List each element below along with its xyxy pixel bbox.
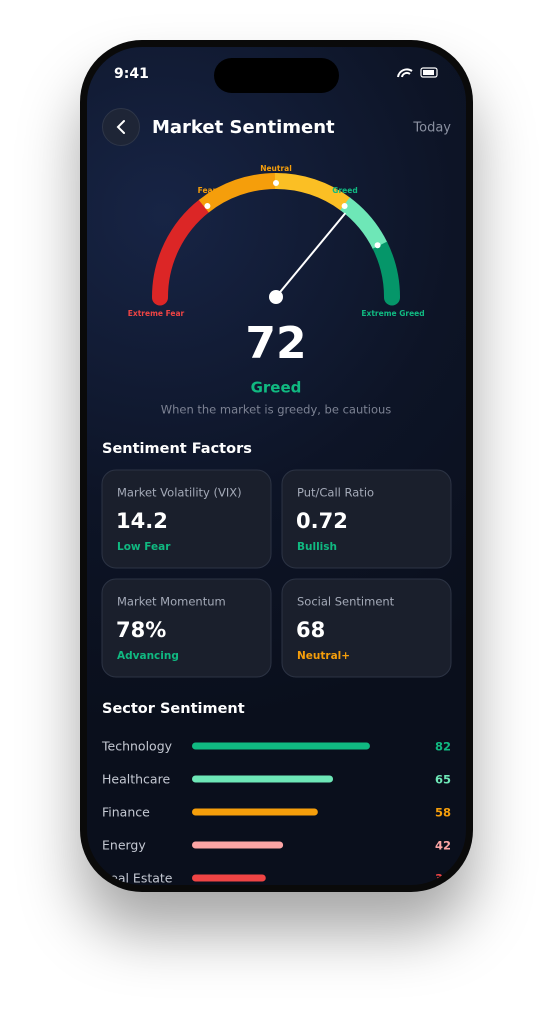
gauge-value: 72 [245,318,306,369]
sector-value: 58 [435,806,451,820]
sector-bar [192,742,370,750]
gauge-zone [372,241,400,298]
sector-value: 34 [435,872,451,886]
gauge-dot [204,202,211,209]
status-icons [397,67,438,78]
sector-value: 42 [435,839,451,853]
factor-label: Social Sentiment [297,595,395,609]
gauge-needle [275,212,346,298]
sector-value: 82 [435,740,451,754]
zone-label: Greed [332,186,357,195]
factor-label: Market Volatility (VIX) [117,486,242,500]
sector-bar [192,874,266,882]
gauge-caption: When the market is greedy, be cautious [161,403,392,417]
sector-value: 65 [435,773,451,787]
screen-title: Market Sentiment [152,117,335,138]
factor-status: Bullish [297,541,337,553]
section-title: Sentiment Factors [102,441,252,457]
factor-card [281,469,452,569]
factor-status: Neutral+ [297,650,350,662]
app: 9:41 Market Sentiment Today Extreme Fear… [101,58,452,886]
gauge-zone [198,173,277,213]
date-filter[interactable]: Today [412,121,451,136]
gauge-zone [274,173,351,211]
sector-name: Technology [101,739,173,754]
gauge-dot [273,180,279,186]
back-icon [116,120,125,134]
gauge-cap [384,289,400,306]
zone-label: Extreme Greed [361,309,424,318]
factor-label: Put/Call Ratio [297,486,374,500]
sector-name: Finance [102,805,150,820]
status-time: 9:41 [114,66,149,82]
needle-hub [269,290,283,304]
factor-value: 78% [116,618,166,642]
gauge-zone [152,199,210,298]
factor-cards: Market Volatility (VIX) 14.2 Low Fear Put/C… [101,469,452,678]
sector-name: Energy [102,838,146,853]
gauge-dot [341,202,348,209]
factor-value: 68 [296,618,325,642]
zone-label: Neutral [260,164,292,173]
gauge-zone [340,197,388,250]
factor-card [101,578,272,678]
factor-card [281,578,452,678]
sector-bar [192,841,284,849]
phone-frame: 9:41 Market Sentiment Today Extreme Fear… [80,40,473,892]
sector-bar [192,775,334,783]
zone-label: Extreme Fear [128,309,185,318]
factor-status: Low Fear [117,541,171,553]
gauge-label: Greed [251,379,302,397]
sector-bar [192,808,318,816]
zone-label: Fear [198,186,217,195]
sector-name: Healthcare [102,772,170,787]
section-title: Sector Sentiment [102,701,245,717]
gauge-cap [152,289,168,306]
factor-status: Advancing [117,650,179,662]
factor-label: Market Momentum [117,595,226,609]
back-button[interactable] [102,108,140,146]
dynamic-island [214,58,339,93]
gauge-dot [374,242,381,249]
screen: 9:41 Market Sentiment Today Extreme Fear… [87,47,466,885]
sector-list: Technology 82 Healthcare 65 Finance 58 Energy 4… [101,739,451,886]
sector-name: Real Estate [102,871,173,886]
gauge [152,173,400,306]
factor-value: 0.72 [296,509,348,533]
factor-card [101,469,272,569]
factor-value: 14.2 [116,509,168,533]
